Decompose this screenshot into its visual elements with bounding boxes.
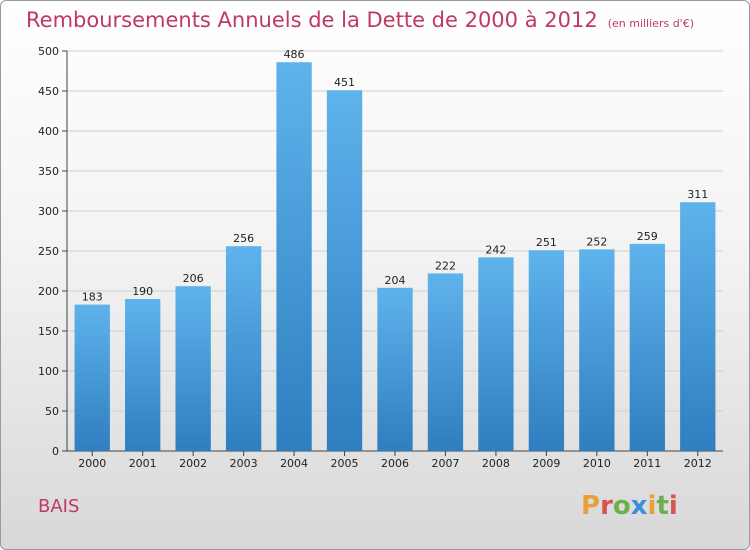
commune-name: BAIS [38,496,80,517]
bar-value-label: 451 [334,76,355,89]
x-tick-label: 2002 [179,457,207,470]
x-tick-label: 2004 [280,457,308,470]
bar-value-label: 242 [485,243,506,256]
x-tick-label: 2005 [331,457,359,470]
y-tick-label: 50 [45,405,59,418]
x-tick-label: 2008 [482,457,510,470]
bar[interactable] [427,273,464,451]
logo-letter: r [600,491,613,521]
y-tick-label: 300 [38,205,59,218]
x-tick-label: 2009 [532,457,560,470]
logo-letter: o [612,491,631,521]
bar-value-label: 190 [132,285,153,298]
chart-subtitle: (en milliers d'€) [607,17,694,30]
bar[interactable] [175,286,211,451]
y-tick-label: 250 [38,245,59,258]
logo-letter: i [647,491,657,521]
logo-letter: t [656,491,669,521]
bar[interactable] [528,250,565,451]
x-tick-label: 2001 [129,457,157,470]
logo-letter: P [581,491,601,521]
bar-value-label: 206 [183,272,204,285]
bar[interactable] [629,243,665,451]
y-tick-label: 200 [38,285,59,298]
y-tick-label: 450 [38,85,59,98]
bar-value-label: 222 [435,259,456,272]
bar-value-label: 311 [687,188,708,201]
bar[interactable] [125,299,161,451]
bars: 183 190 206 256 486 451 204 222 242 251 252 259 311 [74,48,716,451]
chart-title: Remboursements Annuels de la Dette de 20… [26,8,694,32]
y-tick-label: 150 [38,325,59,338]
bar[interactable] [680,202,716,451]
x-tick-label: 2000 [78,457,106,470]
bar[interactable] [579,249,615,451]
bar-value-label: 251 [536,236,557,249]
x-tick-label: 2007 [431,457,459,470]
y-tick-label: 100 [38,365,59,378]
bar-value-label: 204 [385,274,406,287]
logo-letter: x [630,491,648,521]
y-tick-label: 400 [38,125,59,138]
x-tick-label: 2003 [230,457,258,470]
y-tick-label: 0 [52,445,59,458]
y-tick-label: 350 [38,165,59,178]
bar[interactable] [225,246,262,451]
chart-title-text: Remboursements Annuels de la Dette de 20… [26,8,598,32]
bar[interactable] [478,257,514,451]
bar[interactable] [377,287,413,451]
y-tick-label: 500 [38,45,59,58]
proxiti-logo[interactable]: Proxiti [581,491,678,521]
bar-value-label: 259 [637,230,658,243]
bar-value-label: 486 [284,48,305,61]
x-tick-label: 2012 [684,457,712,470]
x-tick-label: 2006 [381,457,409,470]
bar-value-label: 183 [82,291,103,304]
bar[interactable] [326,90,363,451]
bar[interactable] [74,304,110,451]
bar[interactable] [276,62,312,451]
logo-letter: i [668,491,678,521]
bar-value-label: 256 [233,232,254,245]
x-tick-label: 2011 [633,457,661,470]
x-tick-label: 2010 [583,457,611,470]
bar-value-label: 252 [586,235,607,248]
